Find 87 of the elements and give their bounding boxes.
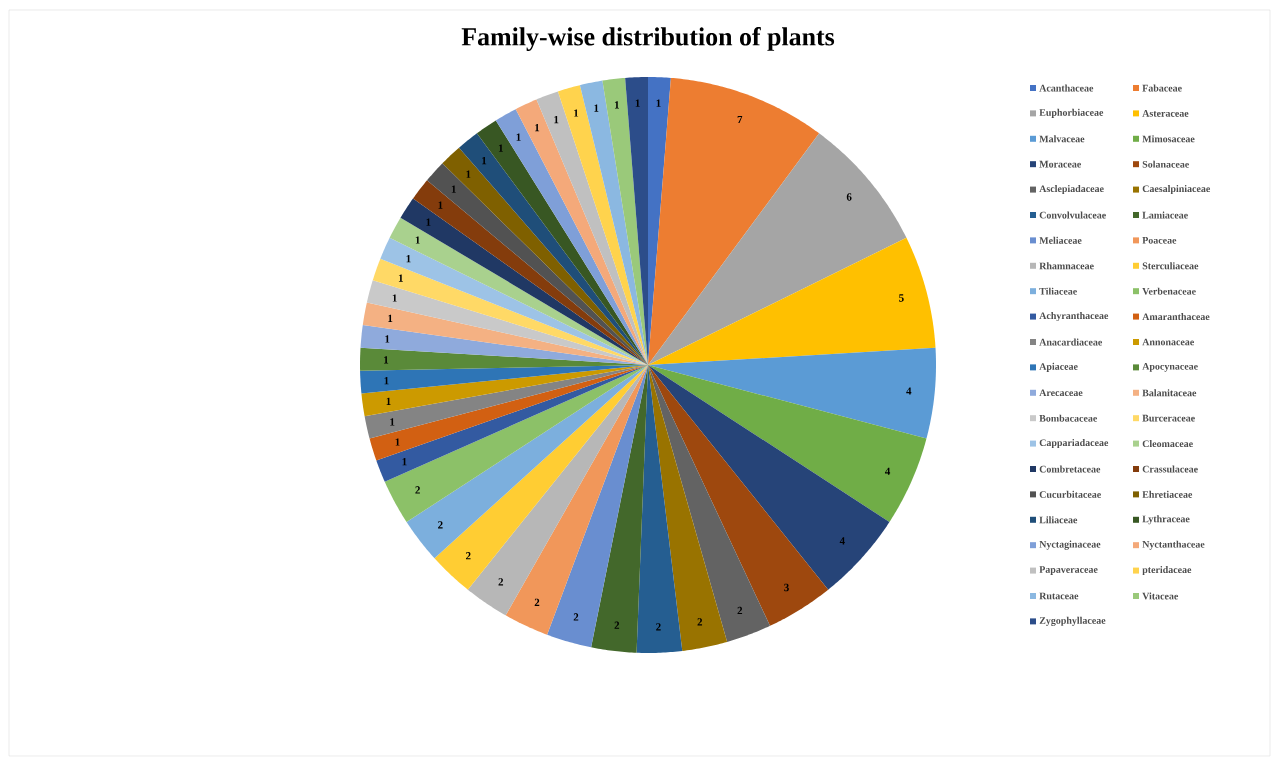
data-label: 2 (498, 578, 504, 586)
data-label: 1 (594, 104, 599, 112)
data-label: 1 (406, 255, 411, 263)
data-label: 1 (384, 356, 389, 364)
data-label: 1 (466, 170, 471, 178)
legend-label: Convolvulaceae (1039, 211, 1106, 219)
data-label: 2 (737, 606, 743, 615)
legend-label: pteridaceae (1142, 566, 1192, 576)
data-label: 1 (395, 438, 400, 446)
data-label: 1 (426, 218, 431, 226)
data-label: 1 (554, 115, 559, 124)
legend-label: Apiaceae (1039, 362, 1078, 372)
data-label: 1 (635, 99, 640, 107)
data-label: 1 (451, 185, 456, 193)
legend-label: Vitaceae (1142, 592, 1179, 600)
legend-label: Nyctaginaceae (1039, 540, 1101, 550)
legend-label: Sterculiaceae (1142, 262, 1199, 270)
data-label: 1 (656, 99, 661, 107)
data-label: 2 (438, 521, 443, 529)
legend-label: Combretaceae (1039, 465, 1101, 473)
data-label: 4 (839, 537, 845, 545)
data-label: 4 (884, 467, 891, 475)
data-label: 6 (846, 193, 852, 201)
legend-label: Ehretiaceae (1142, 490, 1193, 498)
data-label: 1 (498, 144, 503, 152)
data-label: 1 (386, 397, 391, 405)
data-label: 2 (656, 623, 661, 631)
legend-label: Balanitaceae (1142, 389, 1197, 397)
data-label: 1 (384, 376, 389, 385)
legend-label: Rhamnaceae (1039, 262, 1094, 270)
legend-label: Achyranthaceae (1039, 312, 1109, 322)
legend-label: Anacardiaceae (1039, 338, 1103, 346)
data-label: 1 (385, 335, 390, 343)
chart-title: Family-wise distribution of plants (461, 27, 835, 51)
legend-label: Bombacaceae (1039, 414, 1098, 422)
data-label: 2 (573, 613, 579, 621)
data-label: 2 (614, 621, 620, 629)
data-label: 2 (415, 486, 420, 494)
legend-label: Cucurbitaceae (1039, 490, 1101, 498)
legend-label: Acanthaceae (1039, 84, 1094, 92)
data-label: 1 (398, 274, 403, 282)
data-label: 1 (390, 418, 395, 426)
data-label: 5 (899, 294, 904, 302)
legend-label: Annonaceae (1142, 338, 1194, 346)
legend-label: Moraceae (1039, 160, 1081, 168)
legend-label: Burceraceae (1142, 414, 1195, 422)
data-label: 3 (784, 583, 789, 592)
legend-label: Apocynaceae (1142, 363, 1198, 372)
legend-label: Crassulaceae (1142, 465, 1198, 473)
data-label: 2 (534, 598, 540, 607)
legend-label: Asteraceae (1142, 110, 1189, 117)
legend-label: Lythraceae (1142, 515, 1190, 525)
legend-label: Meliaceae (1039, 236, 1082, 244)
legend-label: Poaceae (1142, 237, 1177, 244)
data-label: 7 (737, 115, 743, 124)
legend-label: Zygophyllaceae (1039, 616, 1106, 626)
legend-label: Papaveraceae (1039, 566, 1098, 575)
legend-label: Verbenaceae (1142, 287, 1196, 295)
legend-label: Arecaceae (1039, 389, 1083, 397)
data-label: 2 (697, 618, 703, 626)
data-label: 1 (516, 133, 521, 141)
data-label: 1 (402, 458, 407, 466)
legend-label: Cleomaceae (1142, 440, 1193, 448)
data-label: 4 (906, 387, 912, 395)
data-label: 1 (614, 101, 619, 109)
legend-label: Nyctanthaceae (1142, 540, 1205, 550)
data-label: 1 (482, 156, 487, 165)
data-label: 2 (466, 552, 471, 560)
data-label: 1 (535, 123, 540, 132)
legend-label: Mimosaceae (1142, 135, 1195, 143)
legend-label: Euphorbiaceae (1039, 108, 1104, 118)
legend-label: Liliaceae (1039, 516, 1078, 524)
legend-label: Tiliaceae (1039, 287, 1077, 295)
legend-label: Malvaceae (1039, 135, 1085, 143)
legend-label: Lamiaceae (1142, 211, 1188, 219)
data-label: 1 (574, 109, 579, 117)
data-label: 1 (438, 201, 443, 209)
legend-label: Amaranthaceae (1142, 313, 1210, 321)
legend-label: Cappariadaceae (1039, 439, 1109, 449)
data-label: 1 (392, 294, 397, 302)
data-label: 1 (388, 314, 393, 322)
data-label: 1 (415, 236, 420, 244)
legend-label: Fabaceae (1142, 84, 1182, 92)
legend-label: Solanaceae (1142, 160, 1189, 168)
legend-label: Asclepiadaceae (1039, 185, 1104, 195)
legend-label: Rutaceae (1039, 592, 1079, 600)
legend-label: Caesalpiniaceae (1142, 185, 1211, 195)
